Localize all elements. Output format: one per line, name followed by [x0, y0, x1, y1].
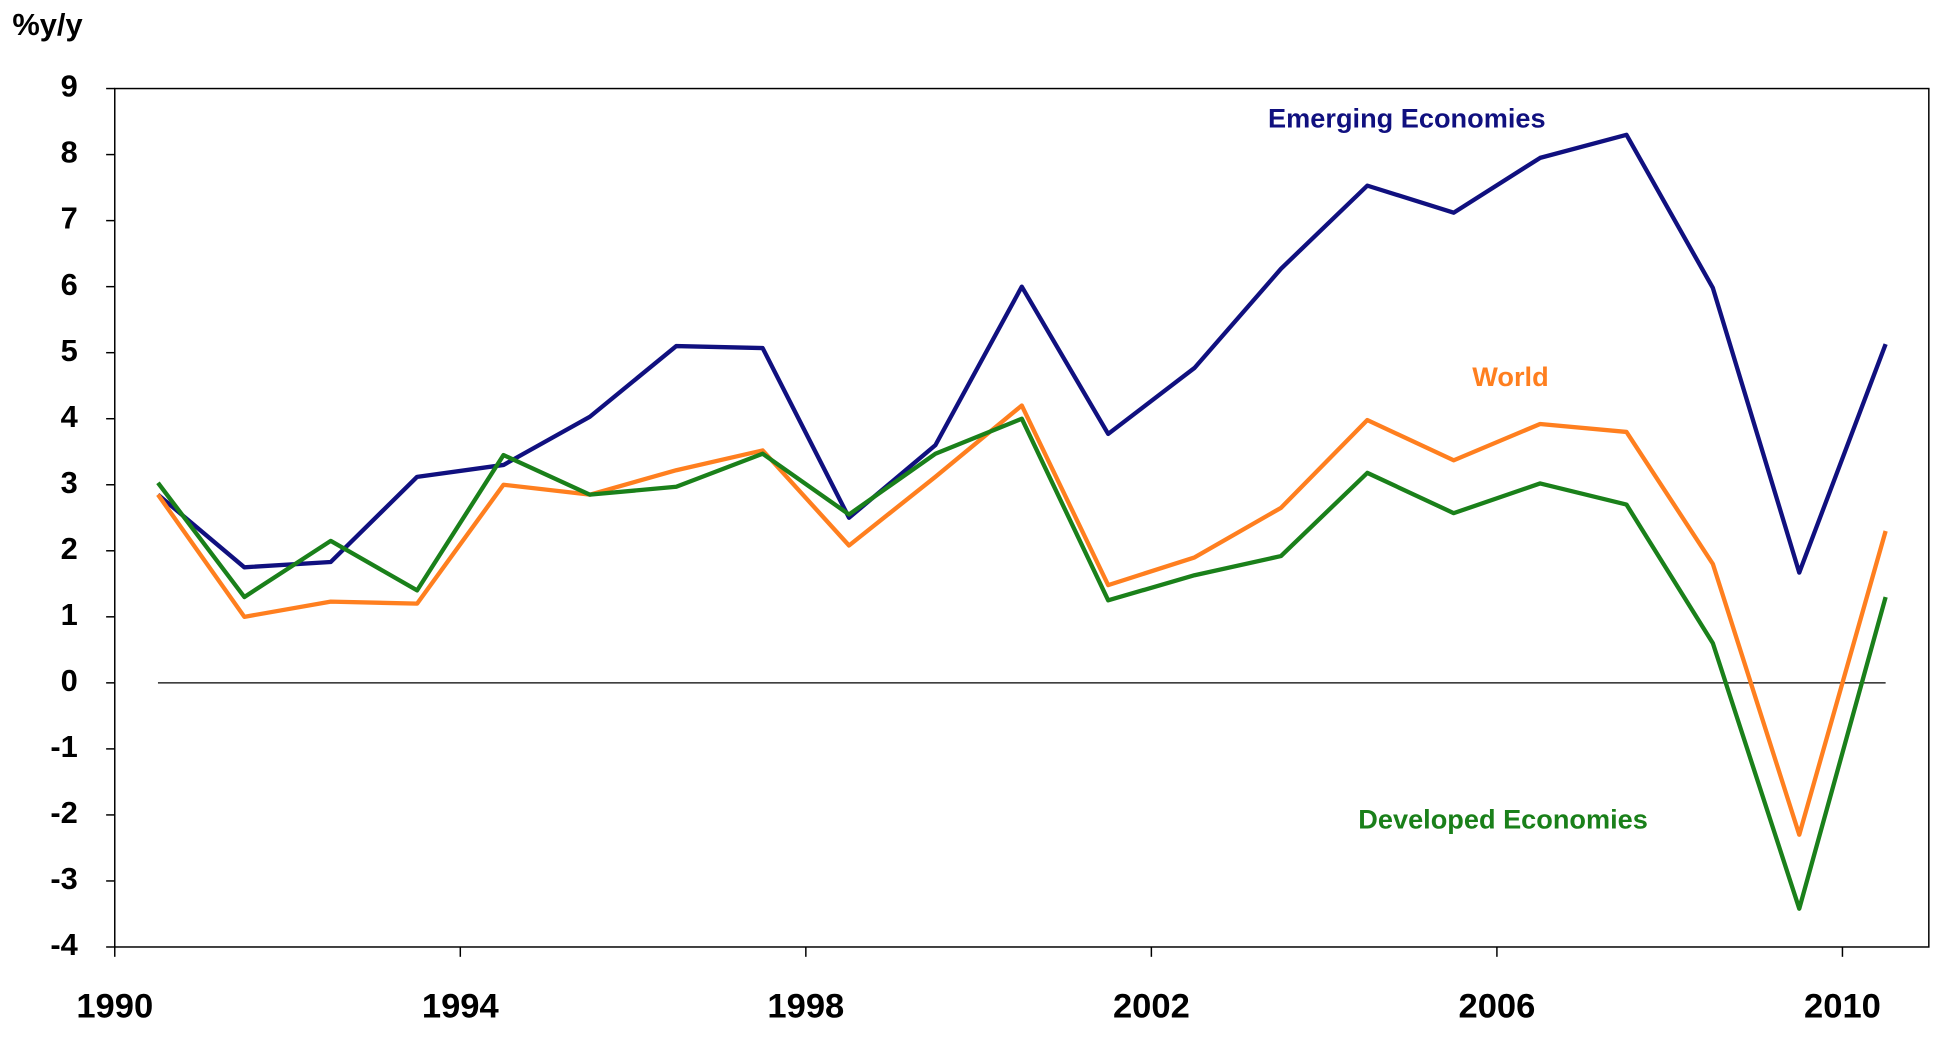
y-tick-label: 0: [61, 663, 78, 698]
y-tick-label: 4: [61, 399, 78, 434]
x-tick-label: 1994: [422, 988, 499, 1026]
series-line: [156, 416, 1888, 911]
series-line: [156, 132, 1888, 575]
y-tick-label: 8: [61, 135, 78, 170]
y-tick-label: 1: [61, 597, 78, 632]
series-label: Emerging Economies: [1268, 103, 1546, 134]
plot-frame: [114, 87, 1930, 948]
y-tick-label: 7: [61, 201, 78, 236]
y-tick-label: 6: [61, 267, 78, 302]
x-tick-label: 2006: [1458, 988, 1535, 1026]
y-tick-label: 2: [61, 531, 78, 566]
y-axis-label: %y/y: [12, 7, 82, 42]
x-tick-label: 2010: [1804, 988, 1881, 1026]
series-line: [156, 403, 1888, 837]
y-tick-label: -3: [50, 861, 77, 896]
series-label: World: [1472, 361, 1548, 392]
x-tick-label: 1998: [767, 988, 844, 1026]
y-tick-label: -2: [50, 795, 77, 830]
y-tick-label: -4: [50, 927, 77, 962]
x-tick-label: 1990: [76, 988, 153, 1026]
y-tick-label: 5: [61, 333, 78, 368]
y-tick-label: 3: [61, 465, 78, 500]
y-tick-label: -1: [50, 729, 77, 764]
series-label: Developed Economies: [1358, 804, 1648, 835]
x-tick-label: 2002: [1113, 988, 1190, 1026]
y-tick-label: 9: [61, 69, 78, 104]
